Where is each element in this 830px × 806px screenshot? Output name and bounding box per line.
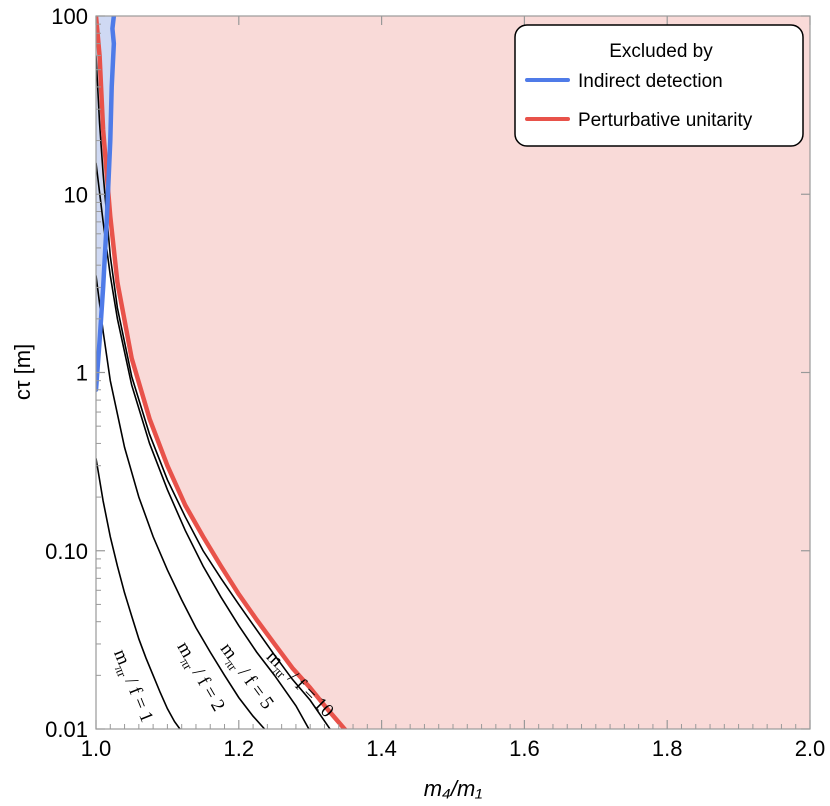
legend-label-indirect: Indirect detection bbox=[578, 71, 723, 92]
contour-line-3 bbox=[96, 162, 310, 729]
legend-title: Excluded by bbox=[609, 41, 713, 62]
y-tick-label: 1 bbox=[76, 361, 88, 386]
y-tick-label: 10 bbox=[64, 182, 88, 207]
y-tick-label: 0.10 bbox=[45, 539, 88, 564]
legend-label-unitarity: Perturbative unitarity bbox=[578, 110, 753, 131]
contour-line-2 bbox=[96, 275, 266, 729]
x-tick-label: 1.4 bbox=[366, 736, 397, 761]
contour-line-1 bbox=[96, 458, 181, 729]
legend: Excluded by Indirect detection Perturbat… bbox=[514, 24, 804, 147]
indirect-boundary-line bbox=[96, 16, 117, 393]
contour-label-1: mπr / f = 1 bbox=[106, 646, 157, 726]
unitarity-excluded-region bbox=[96, 16, 810, 729]
y-axis-title: cτ [m] bbox=[10, 344, 35, 400]
x-tick-label: 1.6 bbox=[509, 736, 540, 761]
x-tick-label: 1.2 bbox=[224, 736, 255, 761]
y-tick-label: 100 bbox=[51, 4, 88, 29]
x-tick-label: 1.8 bbox=[652, 736, 683, 761]
y-tick-label: 0.01 bbox=[45, 717, 88, 742]
x-tick-label: 1.0 bbox=[81, 736, 112, 761]
x-axis-title: m₄/m₁ bbox=[424, 776, 483, 801]
x-tick-label: 2.0 bbox=[795, 736, 826, 761]
legend-box bbox=[514, 24, 804, 147]
